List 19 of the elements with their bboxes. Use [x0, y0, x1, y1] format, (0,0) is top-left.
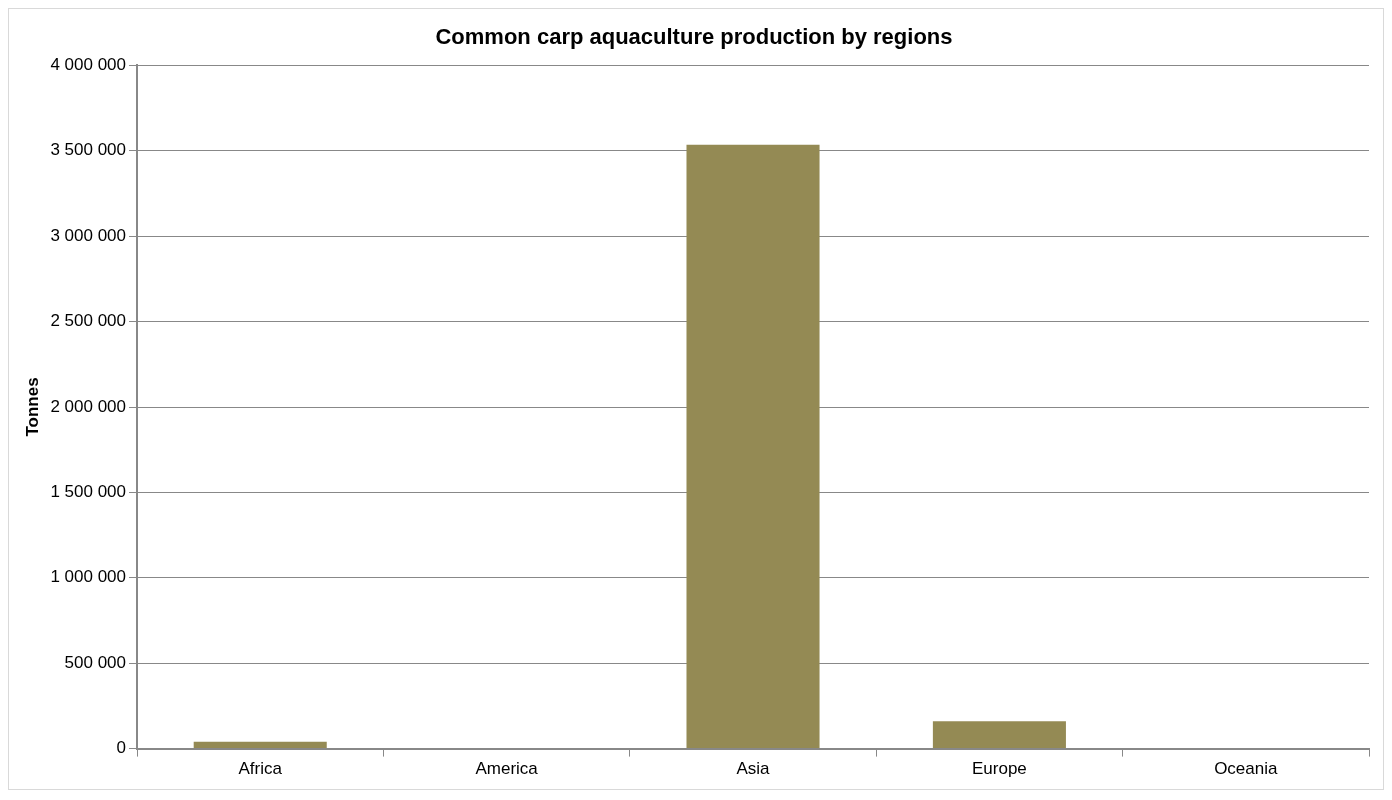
y-tick-label: 1 500 000 — [50, 482, 127, 502]
bar — [193, 741, 327, 749]
x-tick-label: Europe — [971, 759, 1027, 779]
y-tick-label: 3 500 000 — [50, 140, 127, 160]
x-tick-label: Asia — [736, 759, 771, 779]
y-tick-label: 2 000 000 — [50, 396, 127, 416]
y-axis-title: Tonnes — [22, 377, 42, 437]
y-tick-label: 2 500 000 — [50, 311, 127, 331]
x-tick-label: Oceania — [1214, 759, 1278, 779]
y-tick-label: 500 000 — [64, 652, 127, 672]
y-tick-label: 4 000 000 — [50, 55, 127, 75]
y-tick-label: 0 — [116, 738, 127, 758]
bar — [686, 144, 820, 749]
x-tick-label: Africa — [238, 759, 283, 779]
chart-title: Common carp aquaculture production by regions — [435, 24, 953, 50]
x-tick-label: America — [475, 759, 539, 779]
bar — [932, 721, 1066, 749]
y-tick-label: 1 000 000 — [50, 567, 127, 587]
y-tick-label: 3 000 000 — [50, 225, 127, 245]
